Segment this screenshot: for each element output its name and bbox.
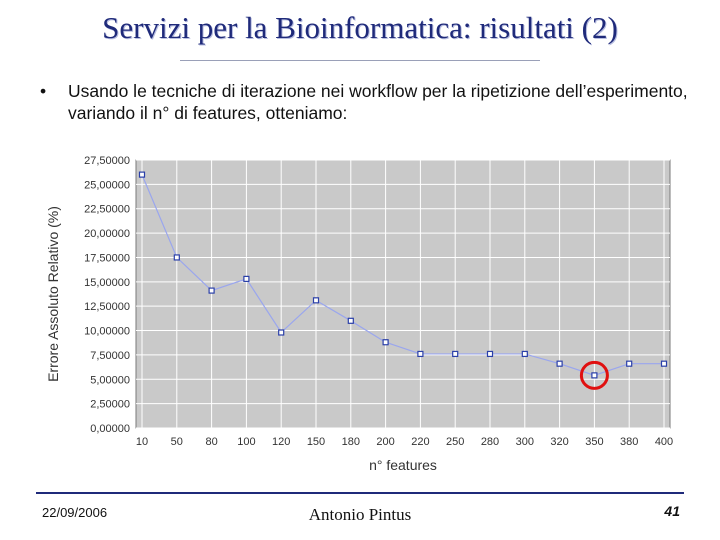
line-chart: 0,00000 2,50000 5,00000 7,50000 10,00000 12,5… <box>45 155 673 473</box>
x-tick-label: 50 <box>171 436 183 448</box>
data-point <box>486 350 494 358</box>
y-tick-label: 15,00000 <box>84 277 130 289</box>
x-tick-label: 120 <box>272 436 290 448</box>
data-point <box>660 360 668 367</box>
x-tick-label: 350 <box>585 436 603 448</box>
footer-date: 22/09/2006 <box>42 505 108 520</box>
footer-author: Antonio Pintus <box>308 505 412 524</box>
y-tick-label: 17,50000 <box>84 252 130 264</box>
data-point <box>521 350 528 358</box>
highlight-circle <box>579 360 609 390</box>
data-point <box>138 171 146 178</box>
x-tick-label: 380 <box>620 436 638 448</box>
data-point <box>278 329 285 336</box>
x-tick-label: 250 <box>446 436 464 448</box>
bullet-marker: • <box>40 81 47 101</box>
y-tick-label: 27,50000 <box>84 155 130 167</box>
chart-area: 0,00000 2,50000 5,00000 7,50000 10,00000 12,5… <box>36 134 684 486</box>
x-tick-label: 100 <box>237 436 255 448</box>
y-tick-label: 22,50000 <box>84 204 130 216</box>
data-point <box>347 317 354 324</box>
y-tick-label: 5,00000 <box>90 374 130 386</box>
y-tick-label: 2,50000 <box>90 399 130 411</box>
x-axis-label: n° features <box>369 457 437 473</box>
plot-background <box>135 159 671 429</box>
page-number: 41 <box>664 503 680 519</box>
x-tick-label: 180 <box>342 436 360 448</box>
x-tick-label: 400 <box>655 436 673 448</box>
y-axis-label: Errore Assoluto Relativo (%) <box>45 206 61 382</box>
slide-title: Servizi per la Bioinformatica: risultati… <box>102 10 618 45</box>
x-tick-label: 80 <box>205 436 217 448</box>
x-tick-label: 220 <box>411 436 429 448</box>
data-point <box>173 254 180 261</box>
data-point <box>626 360 633 367</box>
y-tick-label: 12,50000 <box>84 301 130 313</box>
x-tick-label: 200 <box>376 436 394 448</box>
data-point <box>312 297 320 304</box>
data-point <box>243 275 250 282</box>
data-point <box>417 350 424 358</box>
data-point <box>452 350 459 358</box>
y-tick-label: 10,00000 <box>84 326 130 338</box>
y-tick-label: 25,00000 <box>84 179 130 191</box>
title-underline <box>180 60 540 61</box>
y-tick-label: 0,00000 <box>90 423 130 435</box>
y-tick-label: 7,50000 <box>90 350 130 362</box>
x-tick-label: 280 <box>481 436 499 448</box>
bullet-text: Usando le tecniche di iterazione nei wor… <box>68 81 688 123</box>
footer-divider <box>36 492 684 494</box>
data-point <box>382 339 389 346</box>
data-point <box>556 360 563 367</box>
series-line <box>141 174 664 377</box>
y-tick-label: 20,00000 <box>84 228 130 240</box>
data-point <box>208 287 215 294</box>
data-point <box>591 372 598 379</box>
x-tick-label: 10 <box>136 436 148 448</box>
x-tick-label: 150 <box>307 436 325 448</box>
x-tick-label: 300 <box>516 436 534 448</box>
x-tick-label: 320 <box>550 436 568 448</box>
